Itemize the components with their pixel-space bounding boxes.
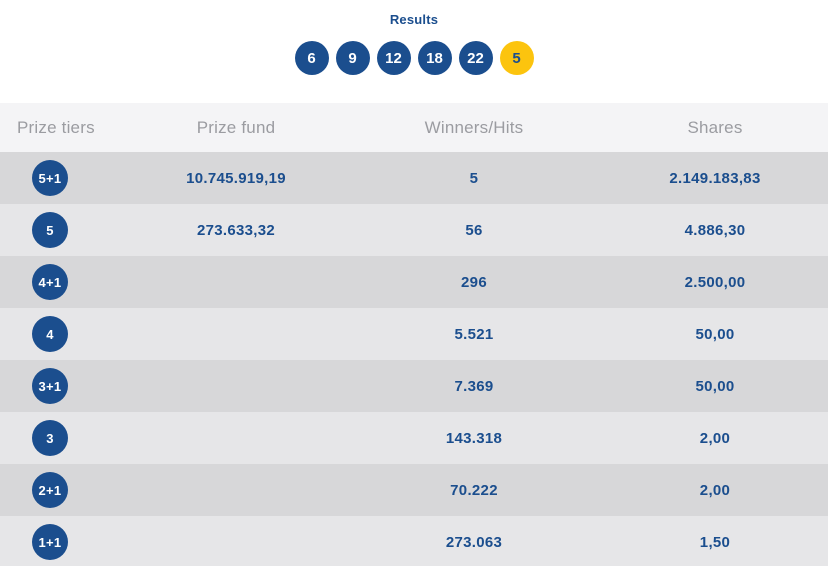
tier-cell: 3+1 [0,368,126,404]
winners-value: 70.222 [450,481,498,499]
shares-value: 50,00 [695,377,735,395]
drawn-number-ball: 9 [335,41,370,75]
table-row: 3 143.318 2,00 [0,412,828,464]
drawn-numbers: 6 9 12 18 22 5 [0,41,828,75]
bonus-number-ball: 5 [499,41,534,75]
tier-cell: 1+1 [0,524,126,560]
tier-badge: 2+1 [32,472,68,508]
tier-cell: 5+1 [0,160,126,196]
results-title: Results [389,12,439,27]
tier-badge: 4 [32,316,68,352]
tier-cell: 2+1 [0,472,126,508]
drawn-number-ball: 6 [294,41,329,75]
tier-badge: 4+1 [32,264,68,300]
table-row: 2+1 70.222 2,00 [0,464,828,516]
tier-badge: 3 [32,420,68,456]
shares-value: 2.149.183,83 [669,169,761,187]
tier-cell: 3 [0,420,126,456]
column-header-shares: Shares [687,117,743,137]
table-row: 3+1 7.369 50,00 [0,360,828,412]
tier-cell: 4+1 [0,264,126,300]
prize-tiers-table: Prize tiers Prize fund Winners/Hits Shar… [0,103,828,566]
shares-value: 2.500,00 [684,273,746,291]
column-header-prize-fund: Prize fund [196,117,276,137]
tier-badge: 1+1 [32,524,68,560]
drawn-number-ball: 22 [458,41,493,75]
table-header-row: Prize tiers Prize fund Winners/Hits Shar… [0,103,828,152]
winners-value: 5 [469,169,479,187]
prize-fund-value: 10.745.919,19 [186,169,286,187]
winners-value: 143.318 [445,429,503,447]
column-header-winners-hits: Winners/Hits [424,117,524,137]
tier-badge: 5 [32,212,68,248]
tier-badge: 5+1 [32,160,68,196]
results-header: Results 6 9 12 18 22 5 [0,0,828,75]
drawn-number-ball: 18 [417,41,452,75]
table-row: 1+1 273.063 1,50 [0,516,828,566]
shares-value: 4.886,30 [684,221,746,239]
table-row: 4+1 296 2.500,00 [0,256,828,308]
winners-value: 296 [461,273,487,291]
drawn-number-ball: 12 [376,41,411,75]
winners-value: 5.521 [454,325,494,343]
shares-value: 50,00 [695,325,735,343]
table-row: 4 5.521 50,00 [0,308,828,360]
winners-value: 7.369 [454,377,494,395]
table-row: 5+1 10.745.919,19 5 2.149.183,83 [0,152,828,204]
tier-badge: 3+1 [32,368,68,404]
table-row: 5 273.633,32 56 4.886,30 [0,204,828,256]
tier-cell: 4 [0,316,126,352]
shares-value: 1,50 [699,533,731,551]
winners-value: 56 [465,221,483,239]
tier-cell: 5 [0,212,126,248]
prize-fund-value: 273.633,32 [196,221,276,239]
winners-value: 273.063 [445,533,503,551]
shares-value: 2,00 [699,481,731,499]
shares-value: 2,00 [699,429,731,447]
column-header-prize-tiers: Prize tiers [17,117,95,137]
